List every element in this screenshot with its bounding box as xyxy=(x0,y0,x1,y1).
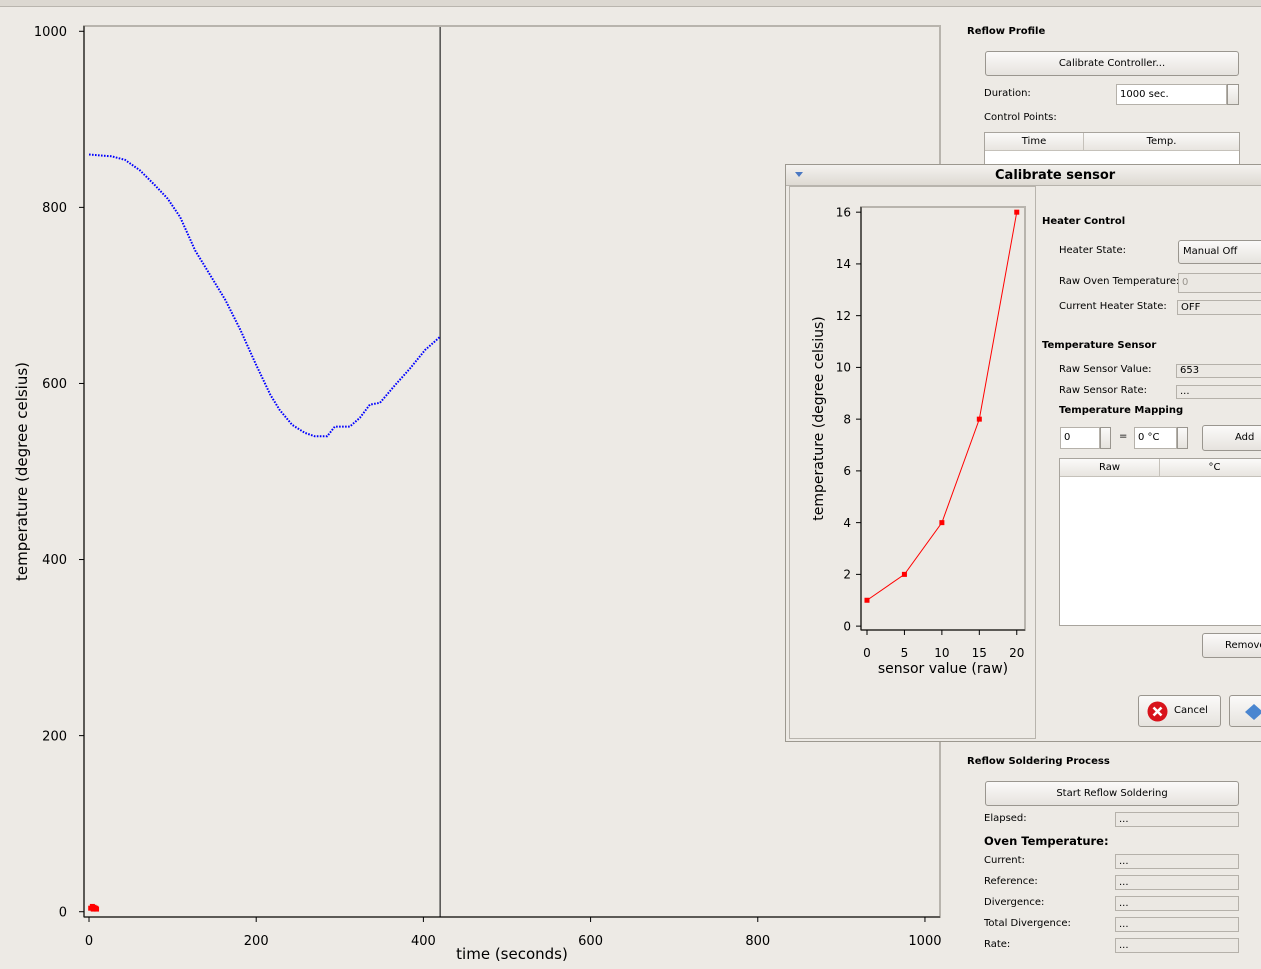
x-tick-label: 5 xyxy=(901,646,909,660)
chart-frame xyxy=(789,186,1036,739)
row-label: Reference: xyxy=(984,876,1038,887)
current-heater-label: Current Heater State: xyxy=(1059,301,1167,312)
celsius-input[interactable]: 0 °C xyxy=(1134,427,1177,449)
y-tick-label: 0 xyxy=(59,905,67,920)
mapping-table: Raw °C xyxy=(1059,458,1261,626)
calibrate-button[interactable]: Calibrate Controller... xyxy=(985,51,1239,76)
data-point xyxy=(901,571,907,577)
row-label: Rate: xyxy=(984,939,1011,950)
y-tick-label: 2 xyxy=(843,568,851,582)
raw-sensor-field: 653 xyxy=(1176,364,1261,378)
data-point xyxy=(939,520,945,526)
row-field: ... xyxy=(1115,938,1239,953)
section-title: Temperature Mapping xyxy=(1059,405,1184,416)
table-header[interactable]: Temp. xyxy=(1084,133,1239,151)
y-tick-label: 1000 xyxy=(34,25,67,40)
x-axis-label: time (seconds) xyxy=(456,945,568,963)
y-tick-label: 400 xyxy=(42,553,67,568)
cancel-icon xyxy=(1147,701,1168,722)
x-tick-label: 1000 xyxy=(908,934,941,949)
y-axis-label: temperature (degree celsius) xyxy=(811,316,827,520)
table-header[interactable]: °C xyxy=(1160,459,1261,477)
y-tick-label: 10 xyxy=(836,361,851,375)
duration-label: Duration: xyxy=(984,88,1031,99)
x-tick-label: 0 xyxy=(85,934,93,949)
y-tick-label: 14 xyxy=(836,257,851,271)
menu-bar xyxy=(0,0,1261,7)
x-tick-label: 200 xyxy=(244,934,269,949)
elapsed-label: Elapsed: xyxy=(984,813,1027,824)
table-header[interactable]: Raw xyxy=(1060,459,1160,477)
dialog-title: Calibrate sensor xyxy=(995,168,1116,183)
row-label: Total Divergence: xyxy=(984,918,1071,929)
y-tick-label: 6 xyxy=(843,464,851,478)
row-label: Divergence: xyxy=(984,897,1045,908)
y-tick-label: 600 xyxy=(42,377,67,392)
control-points-label: Control Points: xyxy=(984,112,1057,123)
oven-title: Oven Temperature: xyxy=(984,834,1109,848)
y-tick-label: 16 xyxy=(836,205,851,219)
y-tick-label: 200 xyxy=(42,729,67,744)
ok-button[interactable] xyxy=(1229,695,1261,727)
x-tick-label: 15 xyxy=(972,646,987,660)
start-button[interactable]: Start Reflow Soldering xyxy=(985,781,1239,806)
spin-buttons[interactable] xyxy=(1177,427,1188,449)
y-tick-label: 8 xyxy=(843,412,851,426)
x-tick-label: 10 xyxy=(934,646,949,660)
raw-sensor-label: Raw Sensor Value: xyxy=(1059,364,1152,375)
section-title: Reflow Soldering Process xyxy=(967,756,1110,767)
data-point xyxy=(94,906,100,912)
raw-oven-field: 0 xyxy=(1178,273,1261,293)
x-tick-label: 0 xyxy=(863,646,871,660)
y-tick-label: 800 xyxy=(42,201,67,216)
raw-rate-label: Raw Sensor Rate: xyxy=(1059,385,1147,396)
y-tick-label: 4 xyxy=(843,516,851,530)
remove-button[interactable]: Remove xyxy=(1202,633,1261,658)
spin-buttons[interactable] xyxy=(1100,427,1111,449)
title-bar: Calibrate sensor xyxy=(786,165,1261,186)
add-button[interactable]: Add xyxy=(1202,425,1261,451)
y-tick-label: 12 xyxy=(836,309,851,323)
window-menu-icon[interactable] xyxy=(794,171,804,179)
x-tick-label: 20 xyxy=(1009,646,1024,660)
row-field: ... xyxy=(1115,896,1239,911)
cancel-button[interactable]: Cancel xyxy=(1138,695,1221,727)
x-tick-label: 600 xyxy=(578,934,603,949)
row-field: ... xyxy=(1115,854,1239,869)
data-point xyxy=(976,416,982,422)
row-label: Current: xyxy=(984,855,1025,866)
y-tick-label: 0 xyxy=(843,619,851,633)
data-point xyxy=(1014,209,1020,215)
raw-input[interactable]: 0 xyxy=(1060,427,1100,449)
table-header[interactable]: Time xyxy=(985,133,1084,151)
raw-oven-label: Raw Oven Temperature: xyxy=(1059,276,1180,287)
y-axis-label: temperature (degree celsius) xyxy=(13,362,31,581)
section-title: Reflow Profile xyxy=(967,26,1046,37)
section-title: Temperature Sensor xyxy=(1042,340,1157,351)
spin-buttons[interactable] xyxy=(1227,84,1239,105)
elapsed-field: ... xyxy=(1115,812,1239,827)
cancel-label: Cancel xyxy=(1174,705,1208,716)
row-field: ... xyxy=(1115,875,1239,890)
heater-state-label: Heater State: xyxy=(1059,245,1127,256)
duration-input[interactable]: 1000 sec. xyxy=(1116,84,1227,105)
current-heater-field: OFF xyxy=(1177,300,1261,315)
section-title: Heater Control xyxy=(1042,216,1126,227)
x-axis-label: sensor value (raw) xyxy=(878,661,1008,677)
equals-sign: = xyxy=(1119,431,1128,442)
x-tick-label: 400 xyxy=(411,934,436,949)
ok-icon xyxy=(1245,704,1261,720)
plot-frame xyxy=(860,206,1026,631)
data-point xyxy=(864,597,870,603)
data-point xyxy=(90,906,96,912)
heater-state-combo[interactable]: Manual Off xyxy=(1178,240,1261,264)
series-line xyxy=(866,212,1018,601)
x-tick-label: 800 xyxy=(745,934,770,949)
row-field: ... xyxy=(1115,917,1239,932)
raw-rate-field: ... xyxy=(1176,385,1261,399)
series-line xyxy=(88,153,441,438)
